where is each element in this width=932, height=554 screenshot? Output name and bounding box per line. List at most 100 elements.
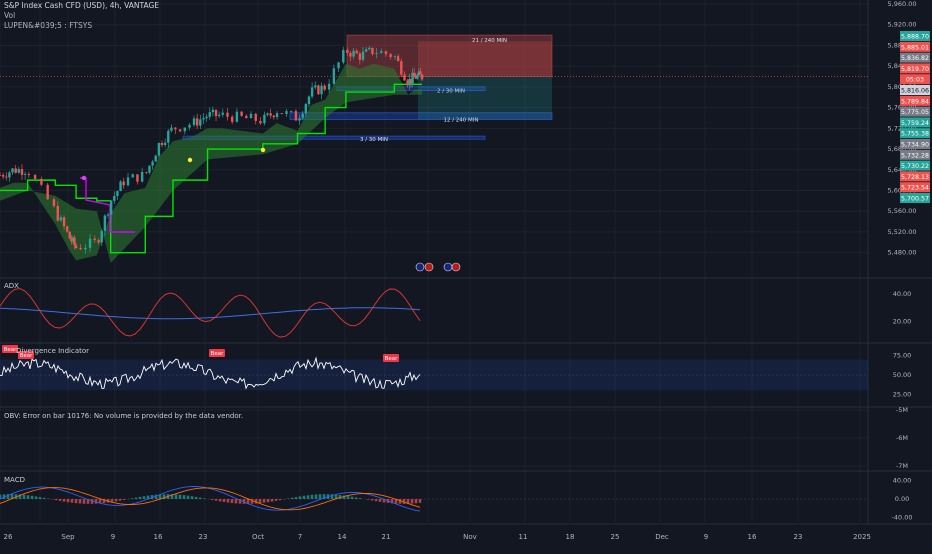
candle-body	[104, 216, 106, 231]
time-tick-label: 9	[704, 533, 708, 541]
candle-body	[346, 50, 348, 53]
price-badge-label: 5,728.13	[901, 174, 929, 181]
price-badge-label: 5,755.38	[901, 131, 929, 138]
candle-body	[285, 111, 287, 114]
candle-body	[337, 62, 339, 68]
macd-histogram-bar	[299, 496, 302, 499]
candle-body	[231, 117, 233, 122]
macd-histogram-bar	[399, 499, 402, 504]
macd-histogram-bar	[315, 494, 318, 499]
candle-body	[101, 231, 103, 243]
candle-body	[380, 51, 382, 53]
obv-tick-label: -7M	[896, 462, 908, 470]
candle-body	[119, 182, 121, 192]
candle-body	[60, 217, 62, 220]
macd-histogram-bar	[223, 499, 226, 502]
macd-histogram-bar	[59, 499, 62, 501]
candle-body	[2, 175, 4, 177]
candle-body	[145, 172, 147, 173]
macd-histogram-bar	[179, 495, 182, 499]
candle-body	[314, 85, 316, 87]
candle-body	[298, 118, 300, 120]
candle-body	[389, 54, 391, 57]
candle-body	[148, 166, 150, 173]
candle-body	[323, 86, 325, 90]
time-tick-label: Nov	[463, 533, 477, 541]
candle-body	[263, 115, 265, 124]
macd-histogram-bar	[351, 497, 354, 499]
price-badge-label: 5,730.22	[901, 163, 929, 170]
time-tick-label: 26	[4, 533, 13, 541]
macd-histogram-bar	[27, 495, 30, 499]
macd-histogram-bar	[75, 499, 78, 503]
price-badge-label: 5,789.84	[901, 98, 929, 105]
macd-histogram-bar	[219, 499, 222, 501]
price-badge-label: 5,888.70	[901, 34, 929, 41]
signal-dot	[82, 176, 86, 180]
position-target-area	[418, 77, 552, 120]
candle-body	[273, 116, 275, 117]
candle-body	[158, 143, 160, 156]
macd-histogram-bar	[291, 498, 294, 499]
candle-body	[226, 113, 228, 117]
divergence-title: Divergence Indicator	[16, 347, 89, 355]
candle-body	[8, 172, 10, 177]
candle-body	[212, 110, 214, 112]
macd-histogram-bar	[371, 499, 374, 500]
candle-body	[413, 73, 415, 77]
macd-histogram-bar	[191, 496, 194, 499]
candle-body	[164, 143, 166, 145]
adx-tick-label: 40.00	[893, 290, 912, 298]
candle-body	[302, 114, 304, 119]
candle-body	[236, 112, 238, 122]
candle-body	[69, 232, 71, 239]
macd-tick-label: 0.00	[895, 495, 909, 503]
macd-histogram-bar	[183, 495, 186, 499]
macd-histogram-bar	[195, 497, 198, 499]
candle-body	[24, 174, 26, 175]
candle-body	[66, 226, 68, 231]
time-tick-label: 16	[154, 533, 163, 541]
signal-dot	[261, 148, 265, 152]
adx-di-line	[0, 308, 420, 319]
candle-body	[333, 68, 335, 83]
candle-body	[317, 85, 319, 94]
candle-body	[179, 129, 181, 131]
candle-body	[266, 113, 268, 114]
candle-body	[371, 48, 373, 54]
candle-body	[167, 131, 169, 143]
candle-body	[295, 111, 297, 120]
position-stop-area	[418, 41, 552, 76]
candle-body	[416, 75, 418, 79]
time-tick-label: 9	[111, 533, 115, 541]
candle-body	[28, 174, 30, 175]
time-tick-label: 7	[298, 533, 302, 541]
macd-histogram-bar	[23, 495, 26, 499]
candle-body	[205, 117, 207, 118]
candle-body	[281, 113, 283, 114]
adx-title: ADX	[4, 282, 19, 290]
candle-body	[259, 121, 261, 123]
macd-histogram-bar	[63, 499, 66, 502]
macd-histogram-bar	[187, 496, 190, 499]
time-tick-label: Sep	[61, 533, 75, 541]
candle-body	[290, 111, 292, 112]
macd-histogram-bar	[311, 495, 314, 499]
macd-histogram-bar	[83, 499, 86, 504]
candle-body	[123, 182, 125, 186]
macd-tick-label: 40.00	[893, 477, 912, 485]
supertrend-cloud	[0, 64, 422, 263]
macd-tick-label: -40.00	[892, 513, 913, 521]
price-badge-label: 5,775.05	[901, 109, 929, 116]
candle-body	[46, 185, 48, 199]
candle-body	[57, 206, 59, 221]
candle-body	[73, 237, 75, 245]
volume-label: Vol	[4, 11, 15, 20]
macd-histogram-bar	[279, 499, 282, 500]
event-flag-icon	[425, 263, 433, 271]
macd-histogram-bar	[211, 499, 214, 500]
candle-body	[359, 53, 361, 59]
time-tick-label: 23	[794, 533, 803, 541]
candle-body	[311, 87, 313, 96]
